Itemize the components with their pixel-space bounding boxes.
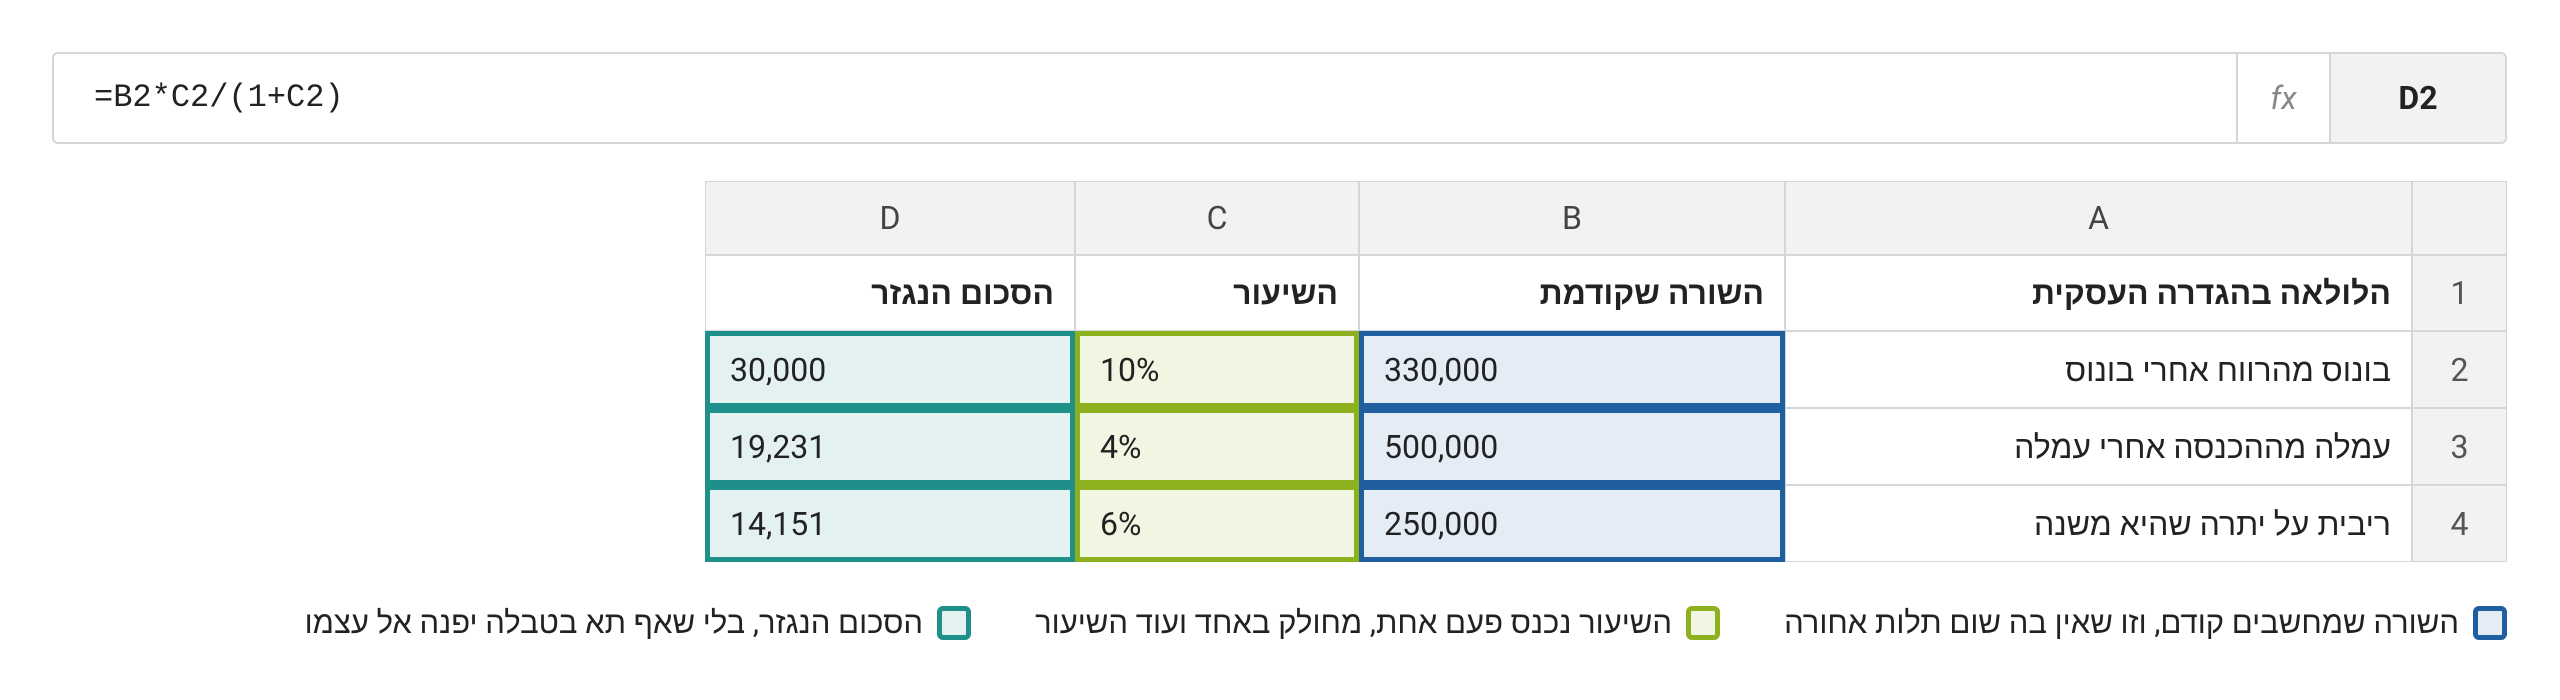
- cell[interactable]: 250,000: [1359, 485, 1785, 562]
- header-cell[interactable]: השיעור: [1075, 255, 1359, 331]
- fx-label: fx: [2236, 54, 2329, 142]
- cell[interactable]: 10%: [1075, 331, 1359, 408]
- header-cell[interactable]: השורה שקודמת: [1359, 255, 1785, 331]
- cell[interactable]: 14,151: [705, 485, 1075, 562]
- cell[interactable]: 30,000: [705, 331, 1075, 408]
- cell[interactable]: 500,000: [1359, 408, 1785, 485]
- formula-input[interactable]: =B2*C2/(1+C2): [94, 79, 344, 116]
- legend-item: הסכום הנגזר, בלי שאף תא בטבלה יפנה אל עצ…: [305, 604, 972, 641]
- row-number[interactable]: 1: [2412, 255, 2507, 331]
- column-header[interactable]: B: [1359, 181, 1785, 255]
- header-cell[interactable]: הלולאה בהגדרה העסקית: [1785, 255, 2412, 331]
- legend: השורה שמחשבים קודם, וזו שאין בה שום תלות…: [305, 604, 2507, 641]
- row-number[interactable]: 4: [2412, 485, 2507, 562]
- name-box[interactable]: D2: [2329, 54, 2505, 142]
- header-cell[interactable]: הסכום הנגזר: [705, 255, 1075, 331]
- legend-swatch: [2473, 605, 2507, 640]
- corner-cell: [2412, 181, 2507, 255]
- cell[interactable]: 4%: [1075, 408, 1359, 485]
- cell[interactable]: ריבית על יתרה שהיא משנה: [1785, 485, 2412, 562]
- legend-swatch: [1686, 605, 1721, 640]
- row-number[interactable]: 3: [2412, 408, 2507, 485]
- cell[interactable]: 330,000: [1359, 331, 1785, 408]
- row-number[interactable]: 2: [2412, 331, 2507, 408]
- legend-item: השיעור נכנס פעם אחת, מחולק באחד ועוד השי…: [1035, 604, 1721, 641]
- legend-text: השיעור נכנס פעם אחת, מחולק באחד ועוד השי…: [1035, 604, 1673, 641]
- legend-text: הסכום הנגזר, בלי שאף תא בטבלה יפנה אל עצ…: [304, 604, 924, 641]
- legend-item: השורה שמחשבים קודם, וזו שאין בה שום תלות…: [1784, 604, 2507, 641]
- legend-swatch: [937, 605, 972, 640]
- cell[interactable]: עמלה מההכנסה אחרי עמלה: [1785, 408, 2412, 485]
- cell[interactable]: בונוס מהרווח אחרי בונוס: [1785, 331, 2412, 408]
- cell[interactable]: 19,231: [705, 408, 1075, 485]
- cell[interactable]: 6%: [1075, 485, 1359, 562]
- legend-text: השורה שמחשבים קודם, וזו שאין בה שום תלות…: [1784, 604, 2459, 641]
- column-header[interactable]: C: [1075, 181, 1359, 255]
- column-header[interactable]: D: [705, 181, 1075, 255]
- formula-bar: =B2*C2/(1+C2) fx D2: [52, 52, 2507, 144]
- column-header[interactable]: A: [1785, 181, 2412, 255]
